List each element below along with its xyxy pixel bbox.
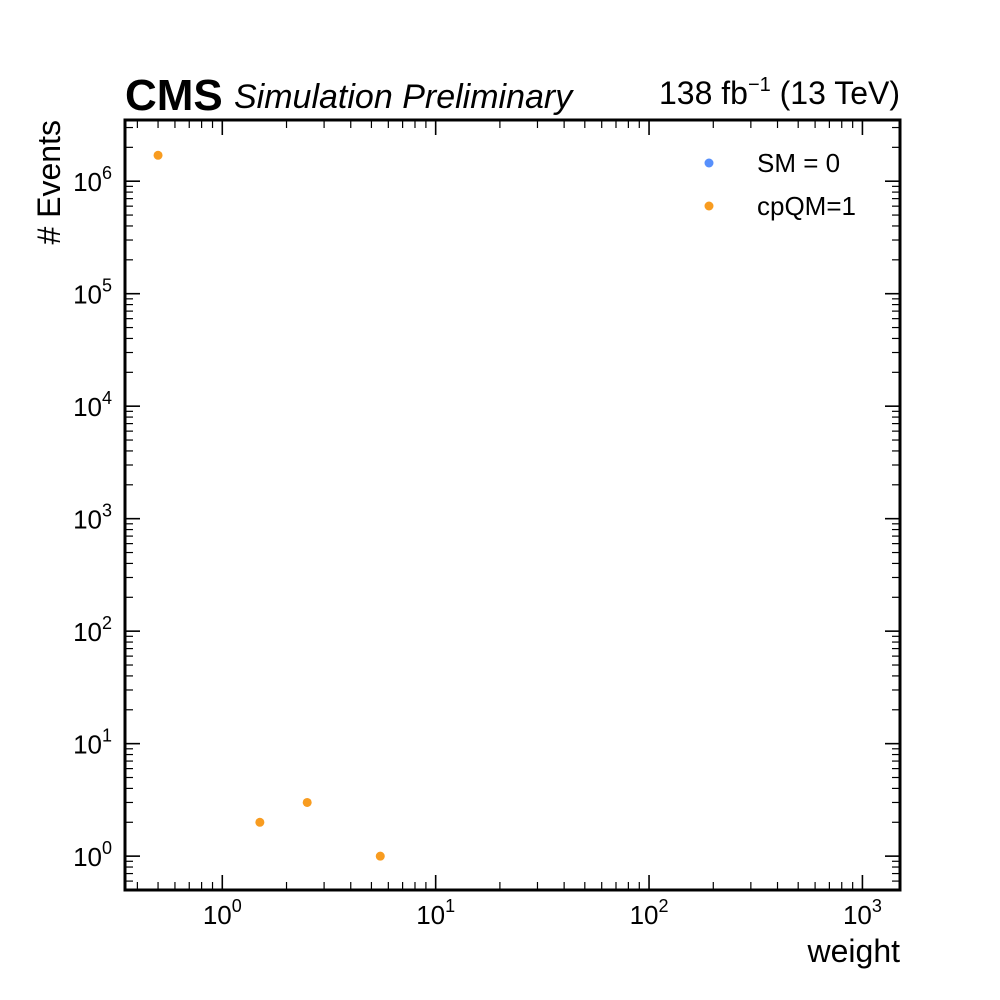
luminosity-label: 138 fb−1 (13 TeV) (659, 74, 900, 111)
data-point-series-1 (302, 797, 312, 807)
legend-marker (704, 158, 714, 168)
x-tick-label: 100 (203, 896, 242, 930)
x-tick-label: 103 (843, 896, 882, 930)
x-tick-label: 101 (416, 896, 455, 930)
x-tick-labels: 100 101 102 103 (203, 896, 882, 930)
legend-label: SM = 0 (757, 148, 840, 178)
major-ticks (125, 120, 900, 890)
x-axis-title: weight (807, 933, 901, 969)
x-tick-label: 102 (630, 896, 669, 930)
status-label: Simulation Preliminary (234, 78, 574, 116)
experiment-label: CMS (125, 71, 223, 120)
y-tick-label: 100 (73, 838, 112, 872)
legend: SM = 0 cpQM=1 (704, 148, 856, 221)
y-tick-label: 103 (73, 501, 112, 535)
y-tick-labels: 100 101 102 103 104 105 106 (73, 163, 112, 872)
y-axis-title: # Events (31, 120, 67, 245)
plot-frame (123, 118, 902, 892)
minor-ticks (125, 120, 900, 891)
data-point-series-1 (375, 851, 385, 861)
legend-marker (704, 201, 714, 211)
legend-label: cpQM=1 (757, 191, 856, 221)
y-tick-label: 104 (73, 388, 112, 422)
y-tick-label: 105 (73, 276, 112, 310)
chart-header: CMS Simulation Preliminary 138 fb−1 (13 … (125, 71, 900, 120)
data-point-series-1 (255, 817, 265, 827)
y-tick-label: 106 (73, 163, 112, 197)
y-tick-label: 101 (73, 726, 112, 760)
data-point-series-1 (153, 150, 163, 160)
y-tick-label: 102 (73, 613, 112, 647)
data-points (153, 150, 385, 861)
